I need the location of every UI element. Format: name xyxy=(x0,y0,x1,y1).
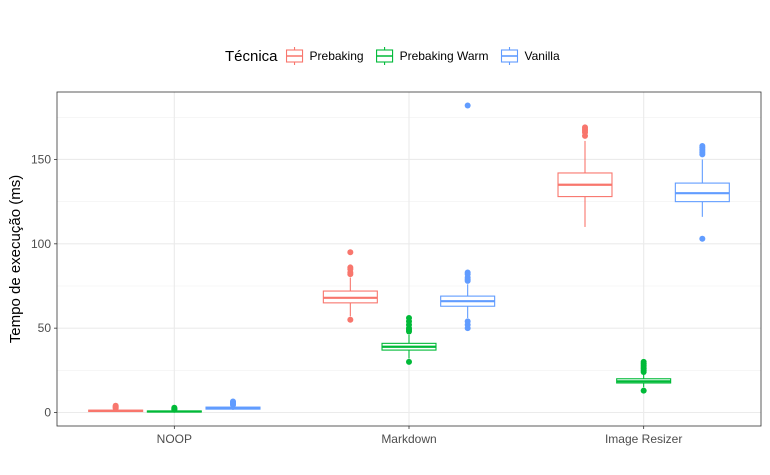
boxes xyxy=(88,102,730,413)
box-vanilla-noop xyxy=(205,398,261,410)
outlier-point xyxy=(699,142,706,149)
x-tick-label: Markdown xyxy=(381,432,436,446)
box-vanilla-markdown xyxy=(440,102,496,332)
legend-item-vanilla: Vanilla xyxy=(500,47,560,65)
x-tick-label: NOOP xyxy=(157,432,192,446)
box-prebaking-warm-markdown xyxy=(381,315,437,365)
box-prebaking-image-resizer xyxy=(557,124,613,227)
box-prebaking-noop xyxy=(88,402,144,413)
legend-item-prebaking-warm: Prebaking Warm xyxy=(376,47,489,65)
box-prebaking-warm-image-resizer xyxy=(616,358,672,394)
outlier-point xyxy=(582,124,588,131)
outlier-point xyxy=(640,358,647,365)
legend-title: Técnica xyxy=(225,48,278,65)
y-tick-label: 150 xyxy=(31,152,51,166)
y-axis: 0 50 100 150 xyxy=(31,152,57,420)
outlier-point xyxy=(640,387,647,394)
outlier-point xyxy=(112,402,119,409)
outlier-point xyxy=(171,404,178,411)
box-prebaking-warm-noop xyxy=(146,404,202,413)
outlier-point xyxy=(464,269,471,276)
box-vanilla-image-resizer xyxy=(674,142,730,242)
outlier-point xyxy=(406,358,412,365)
outlier-point xyxy=(699,235,706,242)
x-axis: NOOP Markdown Image Resizer xyxy=(157,426,682,446)
outlier-point xyxy=(464,102,471,109)
outlier-point xyxy=(347,264,354,271)
y-tick-label: 0 xyxy=(44,406,51,420)
outlier-point xyxy=(347,249,354,256)
legend-item-prebaking: Prebaking xyxy=(285,47,364,65)
legend-label: Prebaking xyxy=(310,49,364,63)
x-tick-label: Image Resizer xyxy=(605,432,682,446)
outlier-point xyxy=(347,316,354,323)
y-tick-label: 50 xyxy=(38,321,52,335)
y-axis-title: Tempo de execução (ms) xyxy=(7,175,24,343)
legend-label: Prebaking Warm xyxy=(400,49,489,63)
y-tick-label: 100 xyxy=(31,237,51,251)
box-prebaking-markdown xyxy=(322,249,378,323)
outlier-point xyxy=(406,315,412,322)
outlier-point xyxy=(230,398,236,405)
outlier-point xyxy=(464,318,471,325)
legend-label: Vanilla xyxy=(525,49,560,63)
legend: Técnica Prebaking Prebaking Warm Vanilla xyxy=(225,47,560,65)
